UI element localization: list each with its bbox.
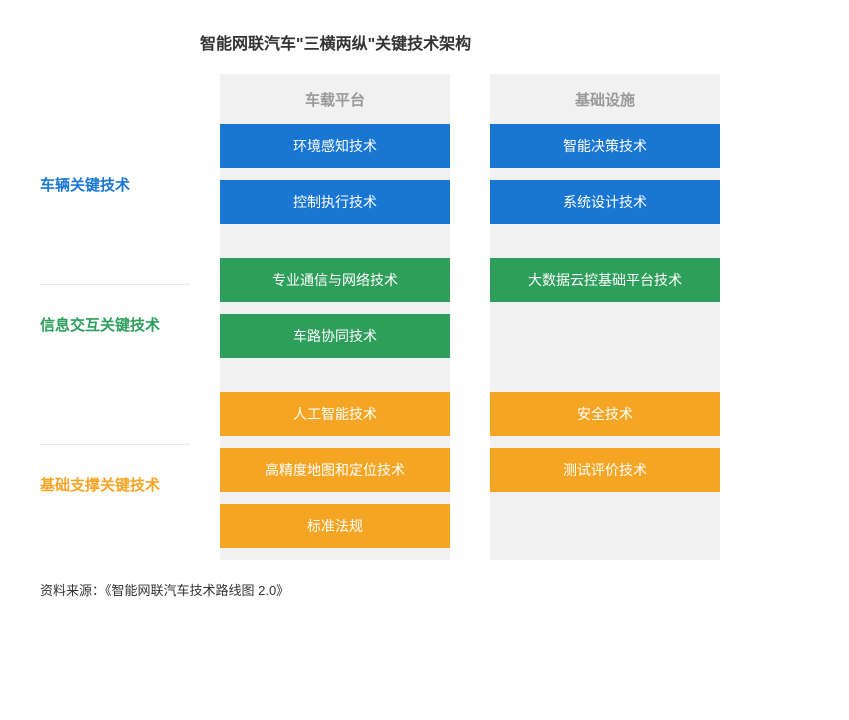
tech-box: 标准法规 xyxy=(220,504,450,548)
rows-container: 环境感知技术智能决策技术控制执行技术系统设计技术专业通信与网络技术大数据云控基础… xyxy=(210,124,809,548)
tech-box: 安全技术 xyxy=(490,392,720,436)
tech-box: 车路协同技术 xyxy=(220,314,450,358)
section-label: 车辆关键技术 xyxy=(40,174,130,195)
column-headers: 车载平台 基础设施 xyxy=(210,74,809,124)
tech-box: 智能决策技术 xyxy=(490,124,720,168)
section-divider-left xyxy=(40,444,190,445)
tech-row: 人工智能技术安全技术 xyxy=(210,392,809,436)
tech-row: 标准法规 xyxy=(210,504,809,548)
tech-box: 专业通信与网络技术 xyxy=(220,258,450,302)
source-citation: 资料来源：《智能网联汽车技术路线图 2.0》 xyxy=(40,580,809,599)
section-spacer xyxy=(210,370,809,392)
diagram-container: 车辆关键技术信息交互关键技术基础支撑关键技术 车载平台 基础设施 环境感知技术智… xyxy=(40,74,809,560)
tech-box: 测试评价技术 xyxy=(490,448,720,492)
tech-box: 大数据云控基础平台技术 xyxy=(490,258,720,302)
row-labels-column: 车辆关键技术信息交互关键技术基础支撑关键技术 xyxy=(40,74,210,560)
grid-area: 车载平台 基础设施 环境感知技术智能决策技术控制执行技术系统设计技术专业通信与网… xyxy=(210,74,809,560)
tech-box: 控制执行技术 xyxy=(220,180,450,224)
tech-row: 专业通信与网络技术大数据云控基础平台技术 xyxy=(210,258,809,302)
tech-box: 系统设计技术 xyxy=(490,180,720,224)
section-divider-left xyxy=(40,284,190,285)
section-label: 信息交互关键技术 xyxy=(40,314,160,335)
tech-box: 人工智能技术 xyxy=(220,392,450,436)
section-spacer xyxy=(210,236,809,258)
tech-box: 环境感知技术 xyxy=(220,124,450,168)
section-label: 基础支撑关键技术 xyxy=(40,474,160,495)
column-header-2: 基础设施 xyxy=(490,89,720,110)
tech-box: 高精度地图和定位技术 xyxy=(220,448,450,492)
tech-row: 环境感知技术智能决策技术 xyxy=(210,124,809,168)
column-header-1: 车载平台 xyxy=(220,89,450,110)
tech-row: 车路协同技术 xyxy=(210,314,809,358)
tech-row: 高精度地图和定位技术测试评价技术 xyxy=(210,448,809,492)
diagram-title: 智能网联汽车"三横两纵"关键技术架构 xyxy=(200,30,809,54)
tech-row: 控制执行技术系统设计技术 xyxy=(210,180,809,224)
